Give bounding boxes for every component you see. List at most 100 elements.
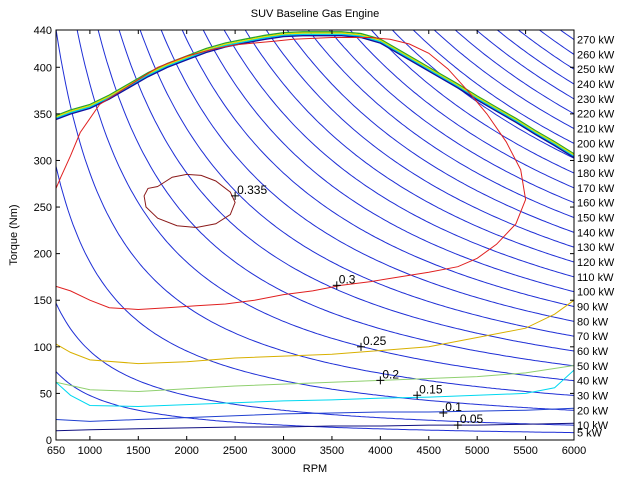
contour-0.335 [143, 173, 236, 229]
y-tick-label: 350 [34, 109, 52, 121]
max-torque-line [56, 31, 574, 155]
contour-label: 0.335 [231, 183, 267, 200]
contour-label: 0.15 [413, 382, 443, 400]
power-label: 40 kW [577, 376, 609, 388]
power-label: 110 kW [577, 272, 614, 284]
contour-0.1 [56, 407, 574, 422]
y-tick-label: 150 [34, 295, 52, 307]
power-line [76, 30, 574, 382]
power-line [118, 30, 574, 352]
x-tick-label: 5500 [513, 445, 537, 457]
power-label: 270 kW [577, 35, 615, 47]
contour-label: 0.1 [439, 400, 462, 417]
power-line [349, 30, 574, 189]
contour-0.05 [56, 422, 574, 432]
power-label: 50 kW [577, 361, 609, 373]
y-tick-label: 400 [34, 62, 52, 74]
efficiency-contours [56, 37, 574, 432]
power-line [265, 30, 574, 248]
contour-label: 0.3 [332, 272, 356, 290]
contour-labels: 0.335 0.3 0.25 0.2 0.15 0.10.05 [231, 183, 484, 430]
power-label: 130 kW [577, 242, 615, 254]
x-tick-label: 2000 [174, 445, 198, 457]
power-line [181, 30, 574, 307]
x-tick-label: 1000 [78, 445, 102, 457]
power-line [56, 166, 574, 411]
contour-0.25 [56, 299, 574, 365]
contour-label: 0.25 [356, 334, 387, 351]
max-torque-curve [56, 31, 574, 159]
y-tick-label: 0 [46, 435, 52, 447]
power-label: 220 kW [577, 109, 615, 121]
x-axis-label: RPM [303, 463, 327, 475]
power-label: 140 kW [577, 227, 615, 239]
max-torque-line [56, 33, 574, 157]
power-line [328, 30, 574, 204]
power-line [370, 30, 574, 174]
power-line [412, 30, 574, 144]
chart-title: SUV Baseline Gas Engine [251, 8, 379, 20]
y-tick-label: 440 [34, 25, 52, 37]
y-tick-label: 300 [34, 155, 52, 167]
max-torque-line [56, 32, 574, 156]
plot-frame [55, 29, 575, 441]
contour-label: 0.2 [376, 367, 399, 385]
power-line [454, 30, 574, 115]
power-line [475, 30, 574, 100]
power-label: 70 kW [577, 331, 609, 343]
y-tick-label: 50 [40, 388, 52, 400]
svg-text:0.05: 0.05 [460, 412, 484, 426]
power-line [202, 30, 574, 293]
max-torque-line [56, 35, 574, 159]
power-label: 240 kW [577, 79, 615, 91]
y-tick-label: 200 [34, 249, 52, 261]
power-label: 230 kW [577, 94, 615, 106]
power-line [139, 30, 574, 337]
y-tick-label: 250 [34, 202, 52, 214]
power-label: 10 kW [577, 420, 609, 432]
contour-label: 0.05 [453, 412, 484, 430]
x-tick-label: 6000 [562, 445, 586, 457]
x-tick-label: 3000 [271, 445, 295, 457]
power-label: 170 kW [577, 183, 615, 195]
x-tick-label: 4000 [368, 445, 392, 457]
power-label: 180 kW [577, 168, 615, 180]
power-line [433, 30, 574, 130]
svg-text:0.25: 0.25 [363, 334, 387, 348]
contour-0.15 [56, 369, 574, 408]
power-label: 210 kW [577, 124, 615, 136]
y-axis: 0 50 100 150 200 250 300 350 400 440 [34, 25, 574, 447]
x-axis: 650 1000 1500 2000 2500 3000 3500 4000 4500 5000 5… [47, 30, 586, 457]
power-label: 250 kW [577, 64, 615, 76]
contour-0.2 [56, 365, 574, 393]
power-line [286, 30, 574, 233]
x-tick-label: 1500 [126, 445, 150, 457]
y-tick-label: 100 [34, 342, 52, 354]
power-line [244, 30, 574, 263]
power-label: 30 kW [577, 391, 609, 403]
power-line [56, 371, 574, 434]
power-label: 90 kW [577, 302, 609, 314]
power-label: 100 kW [577, 287, 615, 299]
x-tick-label: 650 [47, 445, 65, 457]
power-line [160, 30, 574, 322]
power-label: 120 kW [577, 257, 615, 269]
x-tick-label: 2500 [223, 445, 247, 457]
contour-0.3 [56, 37, 527, 311]
power-label: 5 kW [577, 428, 603, 440]
svg-text:0.2: 0.2 [382, 367, 399, 381]
svg-text:0.335: 0.335 [237, 183, 267, 197]
power-label: 80 kW [577, 316, 609, 328]
power-label: 260 kW [577, 49, 615, 61]
x-tick-label: 3500 [320, 445, 344, 457]
power-line [223, 30, 574, 278]
power-label: 60 kW [577, 346, 609, 358]
x-tick-label: 4500 [417, 445, 441, 457]
power-line [56, 30, 574, 396]
svg-text:0.3: 0.3 [339, 272, 356, 286]
svg-text:0.15: 0.15 [419, 382, 443, 396]
power-label: 190 kW [577, 153, 615, 165]
power-label: 20 kW [577, 405, 609, 417]
